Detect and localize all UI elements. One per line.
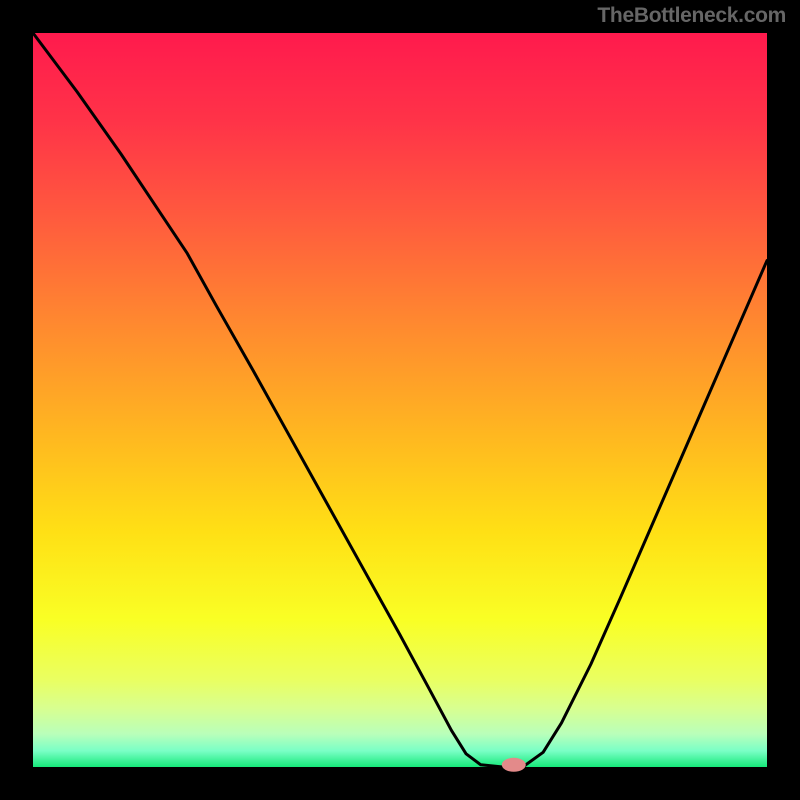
plot-area [33, 33, 767, 772]
chart-container: TheBottleneck.com [0, 0, 800, 800]
bottleneck-chart [0, 0, 800, 800]
gradient-background [33, 33, 767, 767]
watermark-text: TheBottleneck.com [597, 4, 786, 28]
optimal-marker [502, 758, 526, 772]
